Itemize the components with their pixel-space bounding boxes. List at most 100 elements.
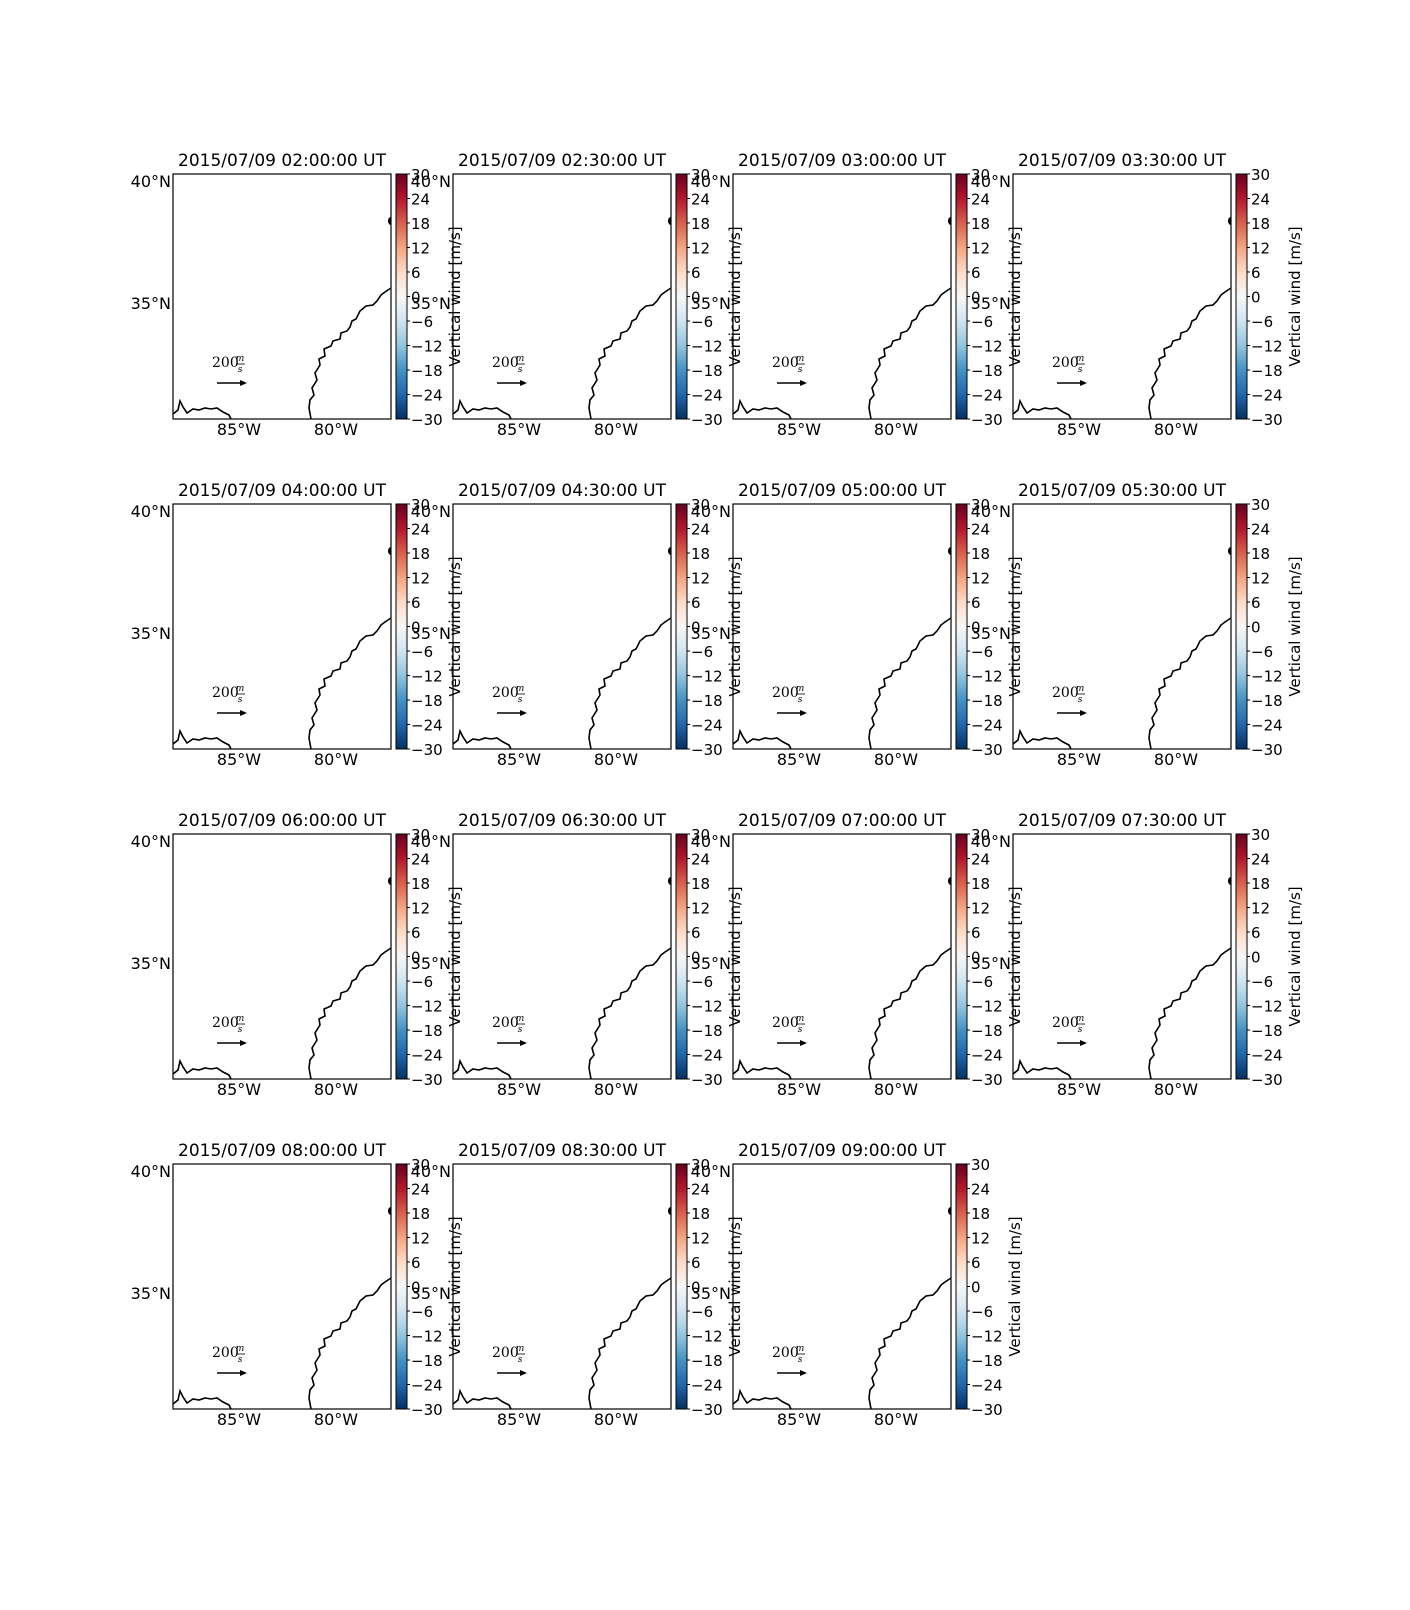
colorbar-tick-label: 30 <box>691 1156 710 1174</box>
panel-title: 2015/07/09 08:30:00 UT <box>458 1141 667 1161</box>
colorbar <box>955 833 968 1080</box>
quiver-unit-num: m <box>1076 684 1085 694</box>
coastline-east <box>868 287 952 420</box>
colorbar-tick-label: −18 <box>1251 692 1283 710</box>
quiver-key-value: 200 <box>492 355 519 371</box>
colorbar-tick-label: −12 <box>691 1328 723 1346</box>
lon-label-85w: 85°W <box>217 1410 261 1429</box>
lon-label-85w: 85°W <box>497 1410 541 1429</box>
colorbar-tick-label: 6 <box>691 924 701 942</box>
colorbar-tick-label: 12 <box>691 900 710 918</box>
lat-label-35n: 35°N <box>131 1284 171 1303</box>
colorbar-tick-label: −24 <box>691 717 723 735</box>
lon-label-85w: 85°W <box>777 1410 821 1429</box>
colorbar-tick-label: −30 <box>691 411 723 429</box>
island-marker <box>1228 217 1231 225</box>
colorbar-tick-label: 18 <box>971 1205 990 1223</box>
colorbar-tick-label: −18 <box>1251 1022 1283 1040</box>
quiver-key-value: 200 <box>772 355 799 371</box>
colorbar-tick-label: 18 <box>691 215 710 233</box>
colorbar-tick-label: 12 <box>1251 900 1270 918</box>
lat-label-35n: 35°N <box>691 954 731 973</box>
colorbar-tick-label: 18 <box>411 1205 430 1223</box>
map-panel: 2015/07/09 06:00:00 UT 40°N 35°N 85°W 80°W 20… <box>131 811 464 1099</box>
map-frame <box>732 503 952 750</box>
colorbar-tick-label: −18 <box>971 1352 1003 1370</box>
colorbar-tick-label: 12 <box>411 240 430 258</box>
colorbar-tick-label: 24 <box>691 1181 710 1199</box>
panel-title: 2015/07/09 09:00:00 UT <box>738 1141 947 1161</box>
map-panel: 2015/07/09 08:30:00 UT 40°N 35°N 85°W 80°W 20… <box>411 1141 744 1429</box>
colorbar-tick-label: 18 <box>971 545 990 563</box>
colorbar-tick-label: 30 <box>1251 496 1270 514</box>
coastline-east <box>868 947 952 1080</box>
coastline-gulf <box>172 728 232 750</box>
quiver-unit-den: s <box>1078 1025 1083 1035</box>
quiver-key-value: 200 <box>1052 1015 1079 1031</box>
colorbar-tick-label: 0 <box>411 1279 421 1297</box>
colorbar-tick-label: −24 <box>691 387 723 405</box>
map-panel: 2015/07/09 04:30:00 UT 40°N 35°N 85°W 80°W 20… <box>411 481 744 769</box>
colorbar-tick-label: 30 <box>411 1156 430 1174</box>
colorbar-tick-label: −12 <box>411 1328 443 1346</box>
map-frame <box>172 503 392 750</box>
colorbar-tick-label: −18 <box>971 362 1003 380</box>
lon-label-80w: 80°W <box>314 1410 358 1429</box>
island-marker <box>668 1207 671 1215</box>
lon-label-80w: 80°W <box>874 1080 918 1099</box>
lat-label-35n: 35°N <box>691 624 731 643</box>
colorbar-tick-label: 18 <box>1251 545 1270 563</box>
lat-label-35n: 35°N <box>971 624 1011 643</box>
colorbar <box>395 173 408 420</box>
panel-title: 2015/07/09 07:30:00 UT <box>1018 811 1227 831</box>
coastline-gulf <box>732 728 792 750</box>
colorbar <box>395 833 408 1080</box>
colorbar-label: Vertical wind [m/s] <box>726 1216 744 1356</box>
map-panel: 2015/07/09 05:30:00 UT 40°N 35°N 85°W 80°W 20… <box>971 481 1304 769</box>
lat-label-40n: 40°N <box>411 832 451 851</box>
lon-label-85w: 85°W <box>497 420 541 439</box>
map-panel: 2015/07/09 05:00:00 UT 40°N 35°N 85°W 80°W 20… <box>691 481 1024 769</box>
colorbar-tick-label: −12 <box>1251 668 1283 686</box>
colorbar-tick-label: 30 <box>971 166 990 184</box>
colorbar-tick-label: −30 <box>691 741 723 759</box>
colorbar-tick-label: −6 <box>411 1303 433 1321</box>
lat-label-40n: 40°N <box>691 172 731 191</box>
colorbar-tick-label: −12 <box>971 998 1003 1016</box>
colorbar-tick-label: −24 <box>411 387 443 405</box>
colorbar-tick-label: 6 <box>691 594 701 612</box>
colorbar-tick-label: −18 <box>411 1022 443 1040</box>
colorbar-tick-label: 0 <box>971 619 981 637</box>
lon-label-80w: 80°W <box>314 420 358 439</box>
colorbar-tick-label: 0 <box>1251 289 1261 307</box>
panel-title: 2015/07/09 03:30:00 UT <box>1018 151 1227 171</box>
colorbar-tick-label: −6 <box>691 973 713 991</box>
colorbar-label: Vertical wind [m/s] <box>1006 226 1024 366</box>
colorbar-tick-label: 0 <box>971 949 981 967</box>
lon-label-85w: 85°W <box>777 1080 821 1099</box>
quiver-arrow-head <box>520 1370 527 1376</box>
quiver-unit-num: m <box>516 684 525 694</box>
quiver-arrow-head <box>800 1370 807 1376</box>
colorbar-tick-label: −30 <box>1251 411 1283 429</box>
quiver-arrow-head <box>520 710 527 716</box>
lat-label-40n: 40°N <box>131 172 171 191</box>
quiver-unit-den: s <box>238 365 243 375</box>
colorbar-tick-label: 30 <box>971 496 990 514</box>
quiver-key-value: 200 <box>492 1015 519 1031</box>
lon-label-85w: 85°W <box>217 420 261 439</box>
colorbar-tick-label: 0 <box>691 289 701 307</box>
colorbar <box>675 503 688 750</box>
island-marker <box>1228 877 1231 885</box>
colorbar-label: Vertical wind [m/s] <box>1006 886 1024 1026</box>
quiver-unit-den: s <box>238 695 243 705</box>
quiver-unit-num: m <box>796 354 805 364</box>
map-frame <box>1012 503 1232 750</box>
colorbar-tick-label: 0 <box>971 289 981 307</box>
colorbar-tick-label: −12 <box>691 998 723 1016</box>
colorbar-tick-label: −6 <box>1251 313 1273 331</box>
